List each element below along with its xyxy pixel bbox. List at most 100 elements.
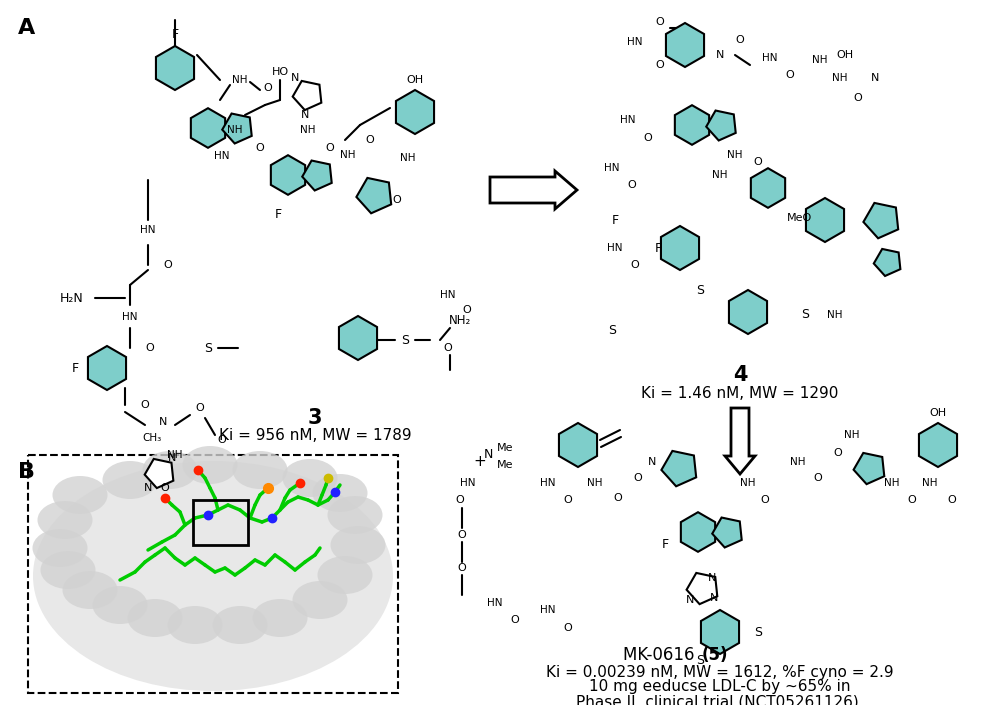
Text: O: O — [908, 495, 917, 505]
Text: NH: NH — [227, 125, 242, 135]
Ellipse shape — [33, 529, 87, 567]
Text: HN: HN — [604, 163, 620, 173]
Text: Ki = 1.46 nM, MW = 1290: Ki = 1.46 nM, MW = 1290 — [641, 386, 839, 400]
Polygon shape — [729, 290, 767, 334]
Text: O: O — [628, 180, 636, 190]
Text: O: O — [644, 133, 653, 143]
Text: O: O — [196, 403, 205, 413]
Polygon shape — [223, 114, 252, 144]
Text: HN: HN — [763, 53, 777, 63]
Text: O: O — [264, 83, 272, 93]
Text: S: S — [696, 283, 704, 297]
Polygon shape — [88, 346, 126, 390]
Polygon shape — [144, 459, 173, 488]
Polygon shape — [661, 226, 699, 270]
Text: O: O — [366, 135, 375, 145]
Text: NH: NH — [401, 153, 415, 163]
Text: HN: HN — [540, 478, 556, 488]
Text: Me: Me — [496, 443, 513, 453]
Text: HN: HN — [140, 225, 155, 235]
Text: Ki = 0.00239 nM, MW = 1612, %F cyno = 2.9: Ki = 0.00239 nM, MW = 1612, %F cyno = 2.… — [546, 665, 894, 680]
Text: NH: NH — [587, 478, 602, 488]
Polygon shape — [706, 111, 736, 140]
Ellipse shape — [327, 496, 383, 534]
Ellipse shape — [313, 474, 368, 512]
Ellipse shape — [103, 461, 157, 499]
Text: 3: 3 — [308, 408, 322, 428]
Text: NH: NH — [923, 478, 938, 488]
Text: F: F — [655, 242, 662, 255]
Text: HN: HN — [540, 605, 556, 615]
Ellipse shape — [317, 556, 373, 594]
Polygon shape — [712, 517, 742, 548]
Ellipse shape — [330, 526, 386, 564]
Text: O: O — [634, 473, 643, 483]
Text: O: O — [255, 143, 264, 153]
Text: N: N — [710, 593, 718, 603]
Text: NH: NH — [827, 310, 843, 320]
Text: S: S — [754, 625, 762, 639]
Text: HN: HN — [627, 37, 643, 47]
Text: N: N — [685, 595, 694, 605]
Text: NH: NH — [845, 430, 859, 440]
Text: O: O — [834, 448, 843, 458]
Polygon shape — [271, 155, 306, 195]
Text: OH: OH — [930, 408, 946, 418]
Text: Phase II  clinical trial (NCT05261126).: Phase II clinical trial (NCT05261126). — [577, 694, 863, 705]
Text: O: O — [631, 260, 639, 270]
Text: N: N — [143, 483, 152, 493]
Text: F: F — [274, 209, 282, 221]
Text: N: N — [484, 448, 493, 462]
Text: N: N — [168, 453, 176, 463]
Text: O: O — [785, 70, 794, 80]
Text: NH: NH — [340, 150, 356, 160]
Ellipse shape — [38, 501, 93, 539]
Text: O: O — [163, 260, 172, 270]
Text: NH: NH — [812, 55, 828, 65]
Text: O: O — [656, 17, 665, 27]
Ellipse shape — [213, 606, 267, 644]
Polygon shape — [293, 81, 321, 110]
Polygon shape — [686, 573, 717, 604]
Polygon shape — [674, 105, 709, 145]
Polygon shape — [156, 46, 194, 90]
Text: (5): (5) — [702, 646, 729, 664]
Text: N: N — [870, 73, 879, 83]
Ellipse shape — [93, 586, 147, 624]
Ellipse shape — [293, 581, 347, 619]
Ellipse shape — [142, 451, 198, 489]
Text: F: F — [71, 362, 78, 374]
Text: O: O — [458, 530, 467, 540]
Text: O: O — [564, 495, 573, 505]
Text: O: O — [456, 495, 465, 505]
Text: N: N — [716, 50, 724, 60]
Text: NH: NH — [833, 73, 848, 83]
Text: O: O — [814, 473, 823, 483]
Text: NH: NH — [740, 478, 756, 488]
Text: OH: OH — [406, 75, 423, 85]
Text: B: B — [18, 462, 35, 482]
Text: NH: NH — [301, 125, 315, 135]
Text: F: F — [611, 214, 618, 226]
Ellipse shape — [52, 476, 108, 514]
Polygon shape — [396, 90, 434, 134]
Text: S: S — [801, 309, 809, 321]
FancyArrow shape — [725, 408, 755, 474]
Polygon shape — [303, 161, 331, 190]
Text: H₂N: H₂N — [60, 291, 84, 305]
Text: O: O — [754, 157, 763, 167]
Polygon shape — [339, 316, 377, 360]
Polygon shape — [666, 23, 704, 67]
Bar — [193, 500, 248, 545]
Text: NH: NH — [884, 478, 900, 488]
Polygon shape — [863, 203, 898, 238]
Ellipse shape — [128, 599, 183, 637]
Text: O: O — [325, 143, 334, 153]
Text: NH: NH — [167, 450, 183, 460]
Text: NH: NH — [727, 150, 743, 160]
FancyArrow shape — [490, 171, 577, 209]
Polygon shape — [191, 108, 225, 148]
Text: 10 mg eeducse LDL-C by ~65% in: 10 mg eeducse LDL-C by ~65% in — [589, 680, 851, 694]
Text: N: N — [291, 73, 300, 83]
Text: N: N — [301, 110, 310, 120]
